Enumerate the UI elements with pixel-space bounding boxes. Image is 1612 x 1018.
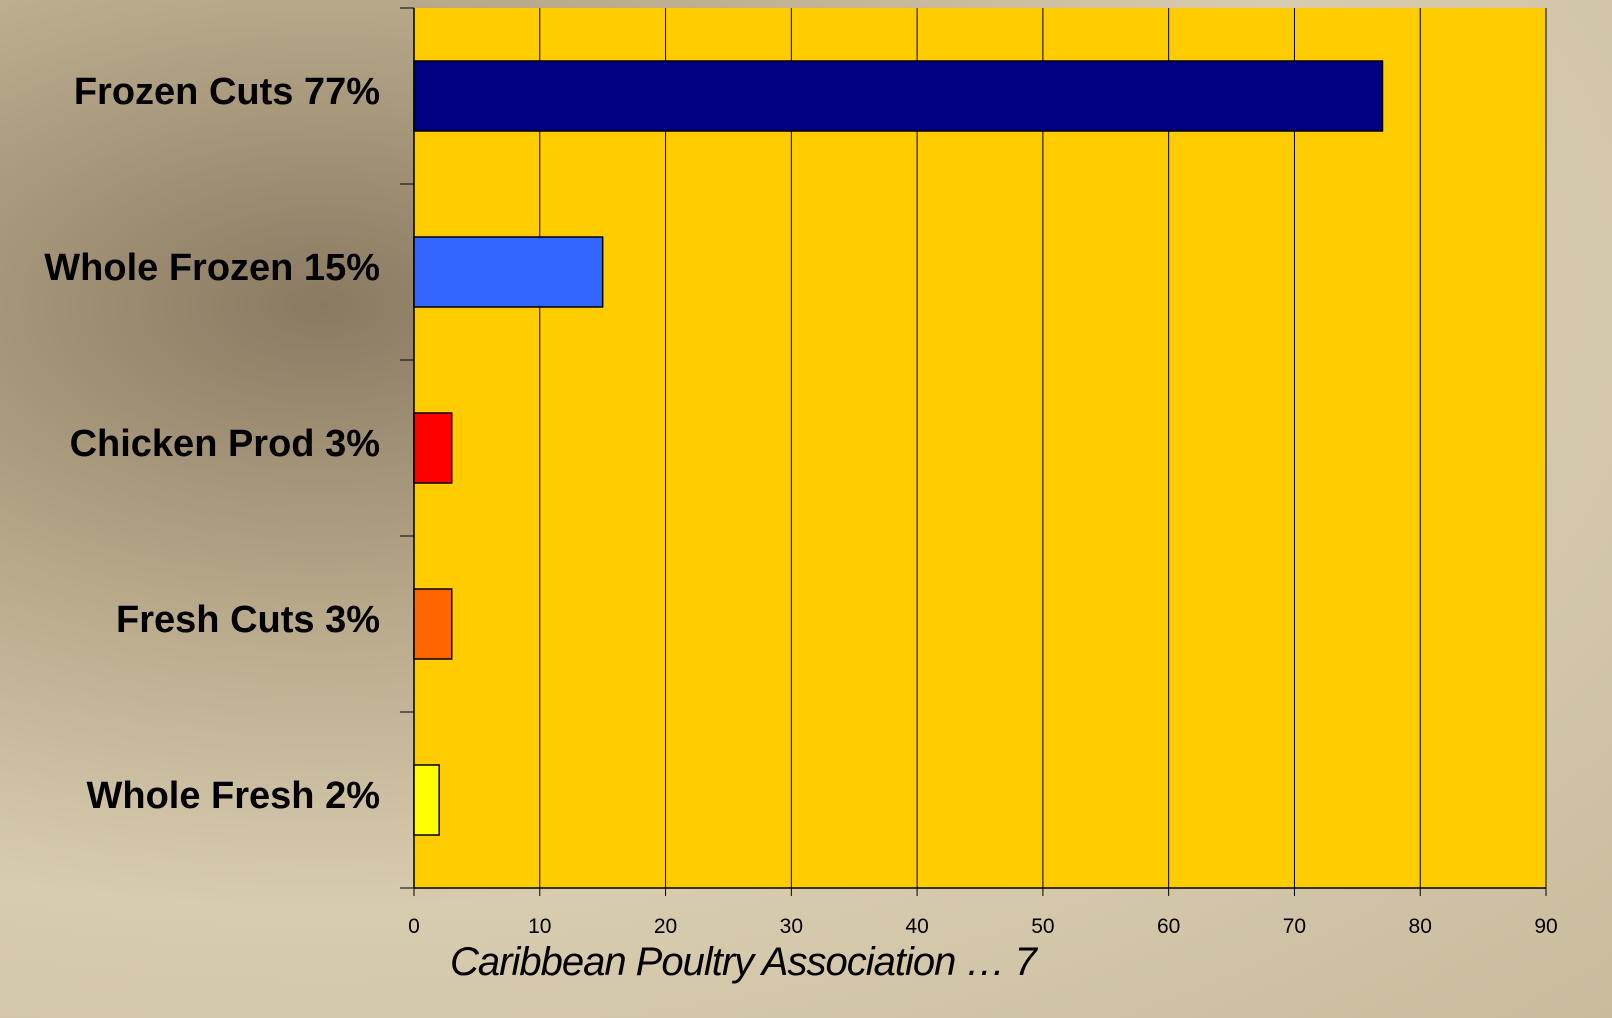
category-label: Whole Frozen 15% [0, 241, 380, 295]
chart: 0 10 20 30 40 50 60 70 80 90 [0, 0, 1612, 1018]
x-tick-label: 60 [1157, 915, 1180, 938]
x-tick-label: 30 [780, 915, 803, 938]
bar [414, 61, 1382, 131]
x-tick-label: 50 [1031, 915, 1054, 938]
x-tick-label: 90 [1534, 915, 1557, 938]
bar [414, 589, 452, 659]
x-tick-label: 10 [528, 915, 551, 938]
footer: Caribbean Poultry Association … 7 [450, 940, 1036, 985]
x-tick-label: 40 [905, 915, 928, 938]
bar [414, 237, 603, 307]
slide: {"chart_data": {"type": "bar", "orientat… [0, 0, 1612, 1018]
x-tick-label: 70 [1283, 915, 1306, 938]
x-tick-label: 0 [408, 915, 420, 938]
x-tick-label: 20 [654, 915, 677, 938]
plot-area [414, 8, 1546, 888]
bar [414, 765, 439, 835]
bar [414, 413, 452, 483]
category-label: Fresh Cuts 3% [0, 593, 380, 647]
category-label: Frozen Cuts 77% [0, 65, 380, 119]
category-label: Chicken Prod 3% [0, 417, 380, 471]
category-label: Whole Fresh 2% [0, 769, 380, 823]
x-tick-label: 80 [1409, 915, 1432, 938]
